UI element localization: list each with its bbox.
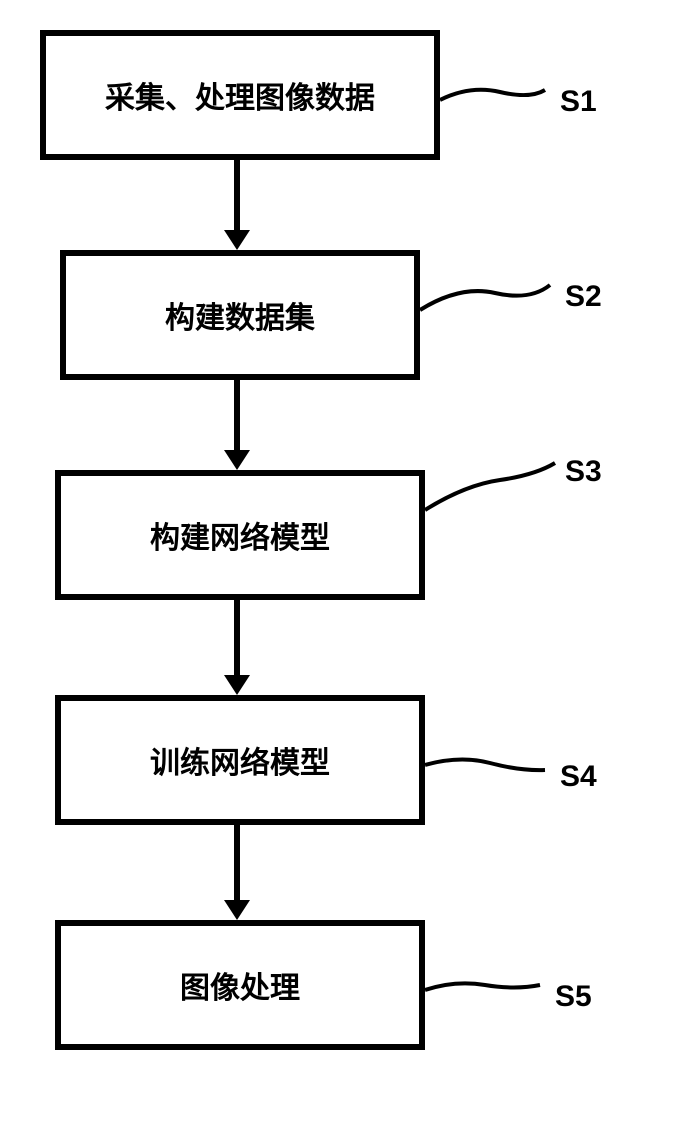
node-label: 图像处理: [180, 963, 300, 1007]
flowchart-node-s4: 训练网络模型: [55, 695, 425, 825]
connector-s1: [440, 80, 560, 110]
flowchart-node-s2: 构建数据集: [60, 250, 420, 380]
connector-s5: [425, 975, 550, 1000]
step-label-s3: S3: [565, 455, 602, 489]
node-label: 构建数据集: [165, 293, 315, 337]
flowchart-container: 采集、处理图像数据 S1 构建数据集 S2 构建网络模型 S3 训练网: [0, 0, 674, 1147]
connector-s4: [425, 755, 555, 780]
node-label: 构建网络模型: [150, 513, 330, 557]
step-label-s1: S1: [560, 85, 597, 119]
step-label-s5: S5: [555, 980, 592, 1014]
node-label: 训练网络模型: [150, 738, 330, 782]
connector-s2: [420, 275, 560, 320]
flowchart-node-s1: 采集、处理图像数据: [40, 30, 440, 160]
flowchart-node-s3: 构建网络模型: [55, 470, 425, 600]
step-label-s4: S4: [560, 760, 597, 794]
flowchart-node-s5: 图像处理: [55, 920, 425, 1050]
node-label: 采集、处理图像数据: [105, 73, 375, 117]
connector-s3: [425, 455, 565, 520]
step-label-s2: S2: [565, 280, 602, 314]
